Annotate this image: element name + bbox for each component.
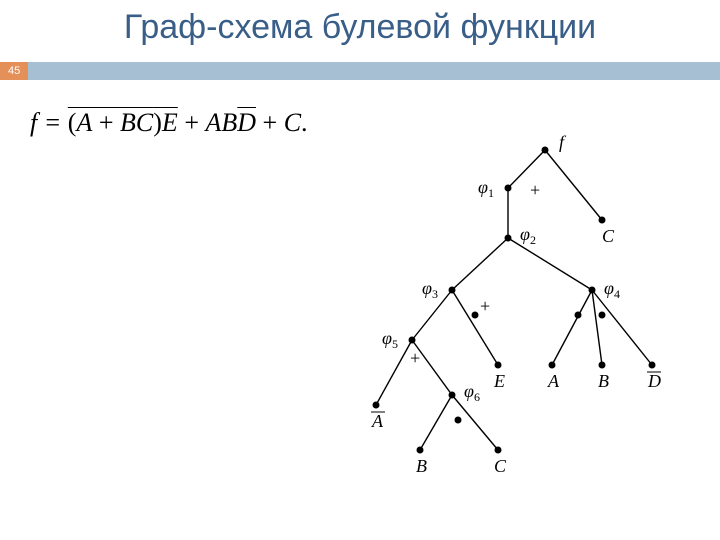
tree-edge (552, 290, 592, 365)
tree-node-dotR2 (599, 312, 606, 319)
leaf-label-B: B (598, 371, 609, 391)
tree-node-C2 (495, 447, 502, 454)
tree-node-Dbar (649, 362, 656, 369)
phi-label-6: φ6 (464, 381, 480, 404)
tree-node-f (542, 147, 549, 154)
tree-node-dot6 (455, 417, 462, 424)
formula-term2: ABD (205, 108, 256, 137)
slide: Граф-схема булевой функции 45 f = (A + B… (0, 0, 720, 540)
tree-edge (545, 150, 602, 220)
tree-node-Abar (373, 402, 380, 409)
formula-plus1: + (178, 108, 206, 137)
leaf-label-A: A (547, 371, 560, 391)
tree-edge (508, 238, 592, 290)
phi-label-1: φ1 (478, 177, 494, 200)
tree-node-phi1 (505, 185, 512, 192)
leaf-label-f: f (559, 132, 567, 152)
graph-tree: f φ1 + Cφ2 φ3 + φ4 φ5 + E A B D Aφ6 B C (340, 130, 700, 520)
tree-node-phi5 (409, 337, 416, 344)
formula-D-bar: D (237, 108, 256, 137)
leaf-label-Abar: A (371, 411, 384, 431)
tree-node-phi2 (505, 235, 512, 242)
leaf-label-C1: C (602, 226, 615, 246)
tree-edge (452, 238, 508, 290)
tree-node-E (495, 362, 502, 369)
phi-label-4: φ4 (604, 278, 620, 301)
phi-label-2: φ2 (520, 224, 536, 247)
formula-term3: C. (284, 108, 308, 137)
leaf-label-C2: C (494, 456, 507, 476)
formula-plus2: + (256, 108, 284, 137)
phi-label-5: φ5 (382, 328, 398, 351)
tree-edge (420, 395, 452, 450)
tree-node-B2 (417, 447, 424, 454)
formula-term1: (A + BC)E (68, 108, 178, 137)
tree-node-dotR1 (575, 312, 582, 319)
tree-node-phi4 (589, 287, 596, 294)
leaf-label-Dbar: D (647, 371, 661, 391)
tree-svg: f φ1 + Cφ2 φ3 + φ4 φ5 + E A B D Aφ6 B C (340, 130, 700, 520)
tree-node-C1 (599, 217, 606, 224)
formula-prefix: f = (30, 108, 68, 137)
op-label-phi5: + (410, 348, 420, 368)
tree-node-A (549, 362, 556, 369)
title-underline-band (0, 62, 720, 80)
op-label-phi1: + (530, 180, 540, 200)
tree-edge (452, 290, 498, 365)
tree-node-B (599, 362, 606, 369)
tree-node-phi3 (449, 287, 456, 294)
formula-A-bar: A (76, 108, 92, 137)
leaf-label-E: E (493, 371, 505, 391)
boolean-formula: f = (A + BC)E + ABD + C. (30, 108, 308, 138)
page-number-badge: 45 (0, 62, 28, 80)
phi-label-3: φ3 (422, 278, 438, 301)
tree-node-dotL (472, 312, 479, 319)
tree-node-phi6 (449, 392, 456, 399)
leaf-label-B2: B (416, 456, 427, 476)
page-title: Граф-схема булевой функции (0, 8, 720, 47)
op-label-phi3: + (480, 296, 490, 316)
